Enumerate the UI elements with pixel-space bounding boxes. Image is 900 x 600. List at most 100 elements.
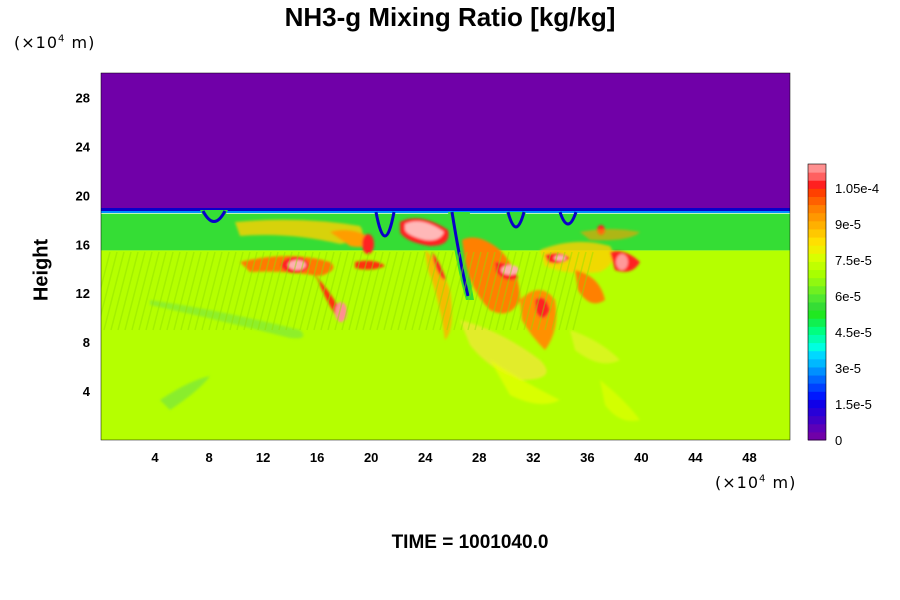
wave-streak — [418, 251, 440, 331]
wave-streak — [369, 251, 391, 331]
wave-streak — [495, 251, 517, 331]
x-tick-label: 28 — [472, 450, 486, 465]
x-axis-unit: (×104 m) — [715, 473, 797, 492]
wave-streak — [152, 251, 174, 331]
wave-streak — [243, 251, 265, 331]
wave-streak — [439, 251, 461, 331]
wave-streak — [264, 251, 286, 331]
wave-streak — [187, 251, 209, 331]
wave-streak — [404, 251, 426, 331]
wave-streak — [502, 251, 524, 331]
time-label: TIME = 1001040.0 — [391, 532, 549, 553]
wave-streak — [411, 251, 433, 331]
wave-streak — [376, 251, 398, 331]
wave-streak — [110, 251, 132, 331]
colorbar-swatch — [808, 407, 826, 417]
dip-3-edge — [506, 211, 526, 229]
colorbar-swatch — [808, 228, 826, 238]
colorbar-tick-label: 9e-5 — [835, 217, 861, 232]
colorbar-tick-label: 7.5e-5 — [835, 253, 872, 268]
wave-streak — [355, 251, 377, 331]
field-upper-region — [101, 73, 790, 212]
x-tick-label: 16 — [310, 450, 324, 465]
wave-streak — [460, 251, 482, 331]
colorbar-swatch — [808, 269, 826, 279]
wave-streak — [523, 251, 545, 331]
dip-5-edge — [374, 211, 396, 238]
boundary-cyan — [101, 211, 790, 213]
y-tick-label: 28 — [76, 90, 90, 105]
wave-streak — [292, 251, 314, 331]
x-tick-label: 44 — [688, 450, 703, 465]
colorbar-swatch — [808, 334, 826, 344]
wave-streak — [320, 251, 342, 331]
colorbar-swatch — [808, 204, 826, 214]
wave-streak — [313, 251, 335, 331]
wave-streak — [124, 251, 146, 331]
x-tick-label: 36 — [580, 450, 594, 465]
wave-streak — [215, 251, 237, 331]
wave-streak — [565, 251, 587, 331]
wave-streak — [467, 251, 489, 331]
wave-streak — [173, 251, 195, 331]
x-tick-label: 8 — [205, 450, 212, 465]
wave-streak — [362, 251, 384, 331]
x-tick-label: 4 — [151, 450, 159, 465]
y-tick-label: 4 — [83, 384, 91, 399]
wave-streak — [334, 251, 356, 331]
colorbar-tick-label: 0 — [835, 433, 842, 448]
colorbar-swatch — [808, 350, 826, 360]
y-tick-label: 24 — [76, 139, 91, 154]
heatmap-field — [101, 73, 790, 440]
y-tick-label: 12 — [76, 286, 90, 301]
chart-title: NH3-g Mixing Ratio [kg/kg] — [284, 2, 616, 32]
colorbar-swatch — [808, 383, 826, 392]
colorbar-swatch — [808, 164, 826, 173]
wave-streak — [348, 251, 370, 331]
colorbar-swatch — [808, 172, 826, 181]
x-tick-label: 32 — [526, 450, 540, 465]
wave-streak — [516, 251, 538, 331]
colorbar-tick-label: 1.5e-5 — [835, 397, 872, 412]
wave-streak — [180, 251, 202, 331]
wave-streaks — [101, 251, 594, 331]
y-tick-label: 16 — [76, 237, 90, 252]
wave-streak — [453, 251, 475, 331]
turbulence — [150, 218, 640, 421]
colorbar-swatch — [808, 399, 826, 409]
wave-streak — [117, 251, 139, 331]
colorbar-border — [807, 163, 827, 441]
wave-streak — [299, 251, 321, 331]
wave-streak — [131, 251, 153, 331]
colorbar-swatch — [808, 212, 826, 222]
wave-streak — [474, 251, 496, 331]
wave-streak — [425, 251, 447, 331]
wave-streak — [341, 251, 363, 331]
colorbar-swatch — [808, 302, 826, 311]
y-axis-ticks: 4 8 12 16 20 24 28 — [76, 90, 91, 399]
boundary-blue — [101, 208, 790, 211]
colorbar-swatch — [808, 342, 826, 352]
wave-streak — [530, 251, 552, 331]
wave-streak — [544, 251, 566, 331]
wave-streak — [397, 251, 419, 331]
colorbar-swatch — [808, 253, 826, 262]
colorbar-swatch — [808, 415, 826, 425]
wave-streak — [558, 251, 580, 331]
colorbar-swatch — [808, 310, 826, 319]
dip-3 — [506, 212, 526, 231]
wave-streak — [250, 251, 272, 331]
colorbar-swatch — [808, 285, 826, 295]
y-tick-label: 20 — [76, 188, 90, 203]
colorbar-swatch — [808, 237, 826, 246]
wave-streak — [285, 251, 307, 331]
colorbar-tick-label: 1.05e-4 — [835, 181, 879, 196]
plot-border — [100, 72, 791, 441]
colorbar-swatch — [808, 196, 826, 206]
wave-streak — [208, 251, 230, 331]
y-axis-unit: (×104 m) — [14, 33, 96, 52]
x-tick-label: 40 — [634, 450, 648, 465]
colorbar-swatch — [808, 391, 826, 400]
wave-streak — [194, 251, 216, 331]
